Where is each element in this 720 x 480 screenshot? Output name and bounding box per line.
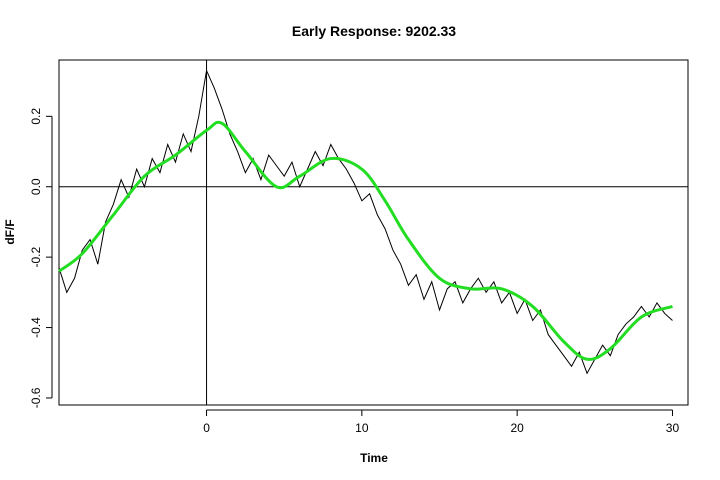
y-tick-label: 0.0 xyxy=(29,178,43,195)
y-tick-label: 0.2 xyxy=(29,108,43,125)
y-tick-label: -0.6 xyxy=(29,387,43,408)
y-axis: -0.6 -0.4 -0.2 0.0 0.2 xyxy=(29,108,53,408)
x-axis-label: Time xyxy=(360,451,388,465)
x-tick-label: 0 xyxy=(203,421,210,435)
y-axis-label: dF/F xyxy=(3,219,17,244)
chart-title: Early Response: 9202.33 xyxy=(292,23,456,39)
series-layer xyxy=(58,68,673,375)
x-tick-label: 20 xyxy=(510,421,524,435)
raw-series-line xyxy=(58,68,673,375)
plot-frame xyxy=(58,59,689,406)
y-tick-label: -0.2 xyxy=(29,246,43,267)
x-tick-label: 30 xyxy=(666,421,680,435)
x-axis: 0 10 20 30 xyxy=(203,409,680,435)
x-tick-label: 10 xyxy=(355,421,369,435)
y-tick-label: -0.4 xyxy=(29,317,43,338)
smoothed-series-line xyxy=(58,120,673,361)
